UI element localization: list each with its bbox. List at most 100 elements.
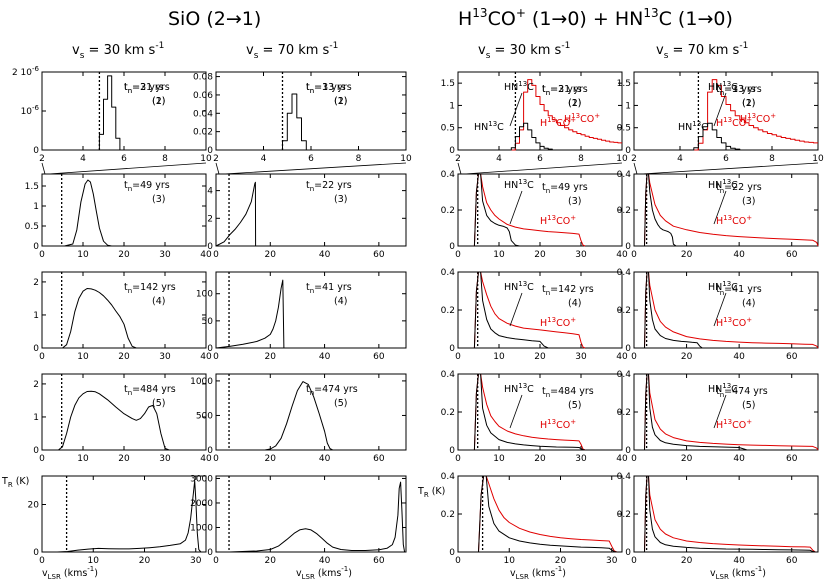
x-tick-label: 10 [812, 154, 824, 164]
y-tick-label: 0 [207, 344, 213, 354]
y-tick-label: 0 [33, 242, 39, 252]
x-tick-label: 0 [631, 556, 637, 566]
y-tick-label: 0 [625, 446, 631, 456]
hn13c-label: HN13C [708, 178, 738, 191]
x-tick-label: 10 [493, 250, 505, 260]
series-sio [264, 381, 333, 451]
y-tick-label: 0 [449, 146, 455, 156]
series-h13coplus [473, 173, 586, 247]
x-tick-label: 40 [200, 454, 212, 464]
x-tick-label: 0 [455, 352, 461, 362]
x-tick-label: 0 [39, 352, 45, 362]
time-label: tn=13 yrs [716, 84, 762, 97]
hn13c-label: HN13C [504, 80, 534, 93]
time-label: tn=41 yrs [716, 284, 762, 297]
zoom-connector [457, 162, 462, 175]
y-tick-label: 0 [449, 344, 455, 354]
y-tick-label: 50 [202, 317, 214, 327]
x-tick-label: 30 [575, 250, 587, 260]
series-sio [229, 481, 406, 553]
x-tick-label: 2 [631, 154, 637, 164]
y-tick-label: 0.2 [617, 306, 631, 316]
y-tick-label: 2000 [190, 499, 213, 509]
x-tick-label: 2 [39, 154, 45, 164]
y-tick-label: 2 [33, 278, 39, 288]
series-sio [57, 480, 202, 553]
x-tick-label: 60 [373, 250, 385, 260]
time-label: tn=49 yrs [542, 182, 588, 195]
y-tick-label: 0.2 [617, 408, 631, 418]
plot-frame [41, 475, 207, 553]
y-axis-label-left: TR (K) [1, 476, 29, 489]
time-label: tn=13 yrs [306, 82, 352, 95]
y-tick-label: 0 [625, 548, 631, 558]
x-tick-label: 20 [555, 556, 567, 566]
h13co-label: H13CO+ [540, 214, 576, 227]
x-axis-label-2: vLSR (kms-1) [296, 565, 352, 581]
x-tick-label: 30 [190, 556, 202, 566]
series-sio [58, 390, 170, 451]
x-tick-label: 10 [616, 154, 628, 164]
time-label: tn=22 yrs [306, 180, 352, 193]
y-tick-label: 0.2 [441, 408, 455, 418]
x-tick-label: 40 [616, 250, 628, 260]
y-tick-label: 0.4 [441, 370, 456, 380]
x-tick-label: 20 [265, 454, 277, 464]
y-tick-label: 1 [33, 413, 39, 423]
y-tick-label: 0 [33, 344, 39, 354]
x-tick-label: 20 [118, 250, 130, 260]
y-tick-label: 0 [33, 548, 39, 558]
x-tick-label: 40 [319, 250, 331, 260]
time-label: tn=142 yrs [542, 284, 594, 297]
time-label: tn=3 yrs [542, 84, 582, 97]
x-tick-label: 30 [606, 556, 618, 566]
model-tag: (1) [334, 96, 347, 107]
hn13c-pointer [509, 92, 523, 127]
model-tag: (1) [742, 98, 755, 109]
x-tick-label: 4 [677, 154, 683, 164]
zoom-connector [633, 162, 638, 175]
y-tick-label: 0.5 [617, 124, 631, 134]
h13co-label: H13CO+ [716, 116, 752, 129]
plot-frame [633, 475, 819, 553]
plot-frame [215, 71, 407, 151]
plot-frame [215, 373, 407, 451]
x-tick-label: 4 [496, 154, 502, 164]
series-hn13c [644, 271, 703, 349]
model-tag: (5) [152, 398, 165, 409]
y-tick-label: 0 [207, 548, 213, 558]
model-tag: (4) [568, 298, 581, 309]
x-tick-label: 20 [681, 250, 693, 260]
subtitle-h13co-vs30: vs = 30 km s-1 [478, 41, 570, 61]
time-label: tn=41 yrs [306, 282, 352, 295]
model-tag: (4) [742, 298, 755, 309]
y-tick-label: 10-6 [21, 104, 40, 117]
series-h13coplus [473, 271, 586, 349]
y-tick-label: 1.5 [25, 182, 39, 192]
x-tick-label: 20 [118, 352, 130, 362]
panel-5-4: 0 20 40 60 0 0.2 0.4 tn=474 yrs(5) HN13C H13CO+ [617, 382, 819, 566]
x-tick-label: 0 [213, 556, 219, 566]
x-tick-label: 20 [139, 556, 151, 566]
y-tick-label: 0 [449, 446, 455, 456]
x-tick-label: 0 [455, 454, 461, 464]
hn13c-label: HN13C [504, 280, 534, 293]
model-tag: (3) [742, 196, 755, 207]
x-tick-label: 40 [616, 454, 628, 464]
time-label: tn=474 yrs [716, 386, 768, 399]
series-hn13c [473, 373, 586, 451]
x-tick-label: 0 [631, 454, 637, 464]
y-tick-label: 0.4 [617, 370, 632, 380]
x-tick-label: 2 [213, 154, 219, 164]
x-tick-label: 20 [534, 454, 546, 464]
hn13c-pointer [509, 190, 523, 225]
hn13c-label: HN13C [708, 80, 738, 93]
y-tick-label: 0.4 [617, 268, 632, 278]
y-tick-label: 0.4 [441, 472, 456, 482]
x-tick-label: 6 [537, 154, 543, 164]
x-tick-label: 40 [200, 352, 212, 362]
x-tick-label: 20 [265, 556, 277, 566]
series-hn13c [473, 173, 520, 247]
series-hn13c [644, 173, 677, 247]
x-tick-label: 40 [733, 250, 745, 260]
